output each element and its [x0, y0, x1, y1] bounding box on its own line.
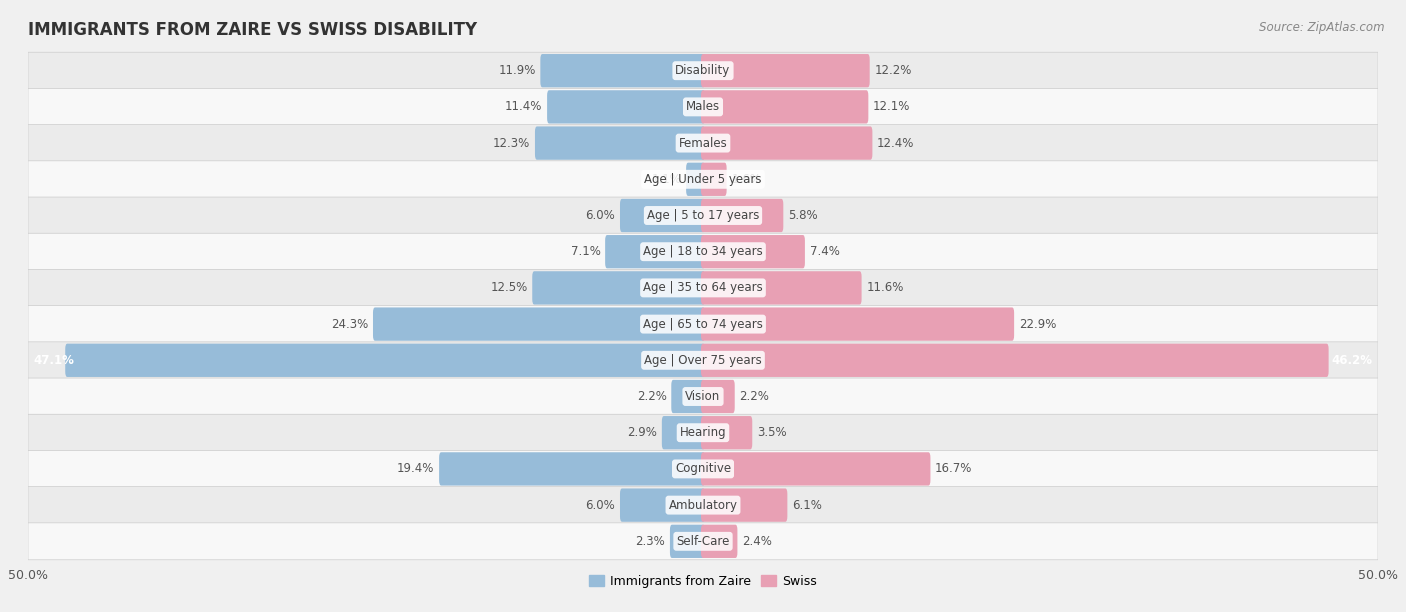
Text: 2.3%: 2.3% — [636, 535, 665, 548]
Text: 6.0%: 6.0% — [585, 499, 616, 512]
FancyBboxPatch shape — [28, 52, 1378, 89]
FancyBboxPatch shape — [373, 307, 704, 341]
Text: 5.8%: 5.8% — [787, 209, 818, 222]
FancyBboxPatch shape — [702, 199, 783, 232]
FancyBboxPatch shape — [28, 523, 1378, 560]
FancyBboxPatch shape — [702, 90, 869, 124]
FancyBboxPatch shape — [702, 163, 727, 196]
Text: 19.4%: 19.4% — [396, 463, 434, 476]
FancyBboxPatch shape — [702, 307, 1014, 341]
FancyBboxPatch shape — [28, 233, 1378, 270]
Text: 47.1%: 47.1% — [34, 354, 75, 367]
Text: Hearing: Hearing — [679, 426, 727, 439]
FancyBboxPatch shape — [28, 161, 1378, 198]
Text: Vision: Vision — [685, 390, 721, 403]
Text: 6.0%: 6.0% — [585, 209, 616, 222]
Text: 3.5%: 3.5% — [756, 426, 786, 439]
FancyBboxPatch shape — [702, 452, 931, 485]
Text: 16.7%: 16.7% — [935, 463, 973, 476]
FancyBboxPatch shape — [439, 452, 704, 485]
Text: Self-Care: Self-Care — [676, 535, 730, 548]
FancyBboxPatch shape — [540, 54, 704, 88]
Text: 24.3%: 24.3% — [330, 318, 368, 330]
Text: 2.9%: 2.9% — [627, 426, 657, 439]
FancyBboxPatch shape — [702, 127, 872, 160]
FancyBboxPatch shape — [605, 235, 704, 268]
FancyBboxPatch shape — [671, 380, 704, 413]
Text: 11.9%: 11.9% — [498, 64, 536, 77]
Text: 2.2%: 2.2% — [637, 390, 666, 403]
FancyBboxPatch shape — [28, 342, 1378, 379]
FancyBboxPatch shape — [28, 378, 1378, 415]
FancyBboxPatch shape — [28, 450, 1378, 487]
FancyBboxPatch shape — [702, 54, 870, 88]
FancyBboxPatch shape — [28, 305, 1378, 343]
FancyBboxPatch shape — [28, 487, 1378, 524]
Text: 12.2%: 12.2% — [875, 64, 912, 77]
Text: Age | 18 to 34 years: Age | 18 to 34 years — [643, 245, 763, 258]
FancyBboxPatch shape — [702, 416, 752, 449]
FancyBboxPatch shape — [547, 90, 704, 124]
Text: 12.5%: 12.5% — [491, 282, 527, 294]
Text: 12.4%: 12.4% — [877, 136, 914, 149]
Text: Source: ZipAtlas.com: Source: ZipAtlas.com — [1260, 21, 1385, 34]
Text: 46.2%: 46.2% — [1331, 354, 1372, 367]
Text: Disability: Disability — [675, 64, 731, 77]
FancyBboxPatch shape — [28, 269, 1378, 307]
Text: 7.1%: 7.1% — [571, 245, 600, 258]
Text: 11.4%: 11.4% — [505, 100, 543, 113]
FancyBboxPatch shape — [702, 235, 804, 268]
Text: 7.4%: 7.4% — [810, 245, 839, 258]
Text: Age | 65 to 74 years: Age | 65 to 74 years — [643, 318, 763, 330]
FancyBboxPatch shape — [686, 163, 704, 196]
Text: Females: Females — [679, 136, 727, 149]
Text: IMMIGRANTS FROM ZAIRE VS SWISS DISABILITY: IMMIGRANTS FROM ZAIRE VS SWISS DISABILIT… — [28, 21, 477, 39]
FancyBboxPatch shape — [533, 271, 704, 305]
FancyBboxPatch shape — [702, 271, 862, 305]
FancyBboxPatch shape — [620, 199, 704, 232]
FancyBboxPatch shape — [28, 88, 1378, 125]
Text: Cognitive: Cognitive — [675, 463, 731, 476]
FancyBboxPatch shape — [662, 416, 704, 449]
Text: 22.9%: 22.9% — [1019, 318, 1056, 330]
Text: 12.1%: 12.1% — [873, 100, 911, 113]
Text: 12.3%: 12.3% — [494, 136, 530, 149]
FancyBboxPatch shape — [702, 488, 787, 522]
Text: Age | 5 to 17 years: Age | 5 to 17 years — [647, 209, 759, 222]
FancyBboxPatch shape — [534, 127, 704, 160]
Text: Age | 35 to 64 years: Age | 35 to 64 years — [643, 282, 763, 294]
Text: 2.2%: 2.2% — [740, 390, 769, 403]
FancyBboxPatch shape — [702, 344, 1329, 377]
Text: 1.1%: 1.1% — [651, 173, 682, 186]
Legend: Immigrants from Zaire, Swiss: Immigrants from Zaire, Swiss — [583, 570, 823, 593]
Text: 2.4%: 2.4% — [742, 535, 772, 548]
Text: Age | Over 75 years: Age | Over 75 years — [644, 354, 762, 367]
FancyBboxPatch shape — [28, 414, 1378, 451]
Text: 1.6%: 1.6% — [731, 173, 761, 186]
Text: Ambulatory: Ambulatory — [668, 499, 738, 512]
FancyBboxPatch shape — [620, 488, 704, 522]
FancyBboxPatch shape — [28, 197, 1378, 234]
FancyBboxPatch shape — [702, 524, 737, 558]
FancyBboxPatch shape — [65, 344, 704, 377]
FancyBboxPatch shape — [28, 125, 1378, 162]
Text: Age | Under 5 years: Age | Under 5 years — [644, 173, 762, 186]
Text: Males: Males — [686, 100, 720, 113]
Text: 6.1%: 6.1% — [792, 499, 823, 512]
Text: 11.6%: 11.6% — [866, 282, 904, 294]
FancyBboxPatch shape — [702, 380, 735, 413]
FancyBboxPatch shape — [669, 524, 704, 558]
